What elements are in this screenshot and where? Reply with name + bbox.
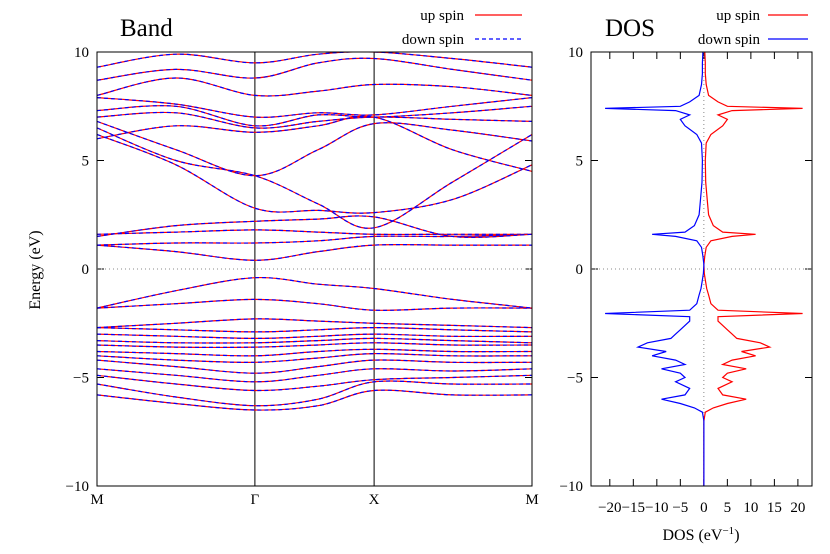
band-down-spin-line bbox=[97, 127, 532, 229]
band-up-spin-line bbox=[97, 57, 532, 81]
band-lines bbox=[97, 52, 532, 411]
band-up-spin-line bbox=[97, 348, 532, 357]
band-down-spin-line bbox=[97, 120, 532, 177]
dos-xlabel-sup: −1 bbox=[722, 525, 734, 537]
dos-x-tick-label: −15 bbox=[622, 500, 645, 516]
band-down-spin-line bbox=[97, 276, 532, 309]
band-x-tick-label: M bbox=[90, 492, 103, 508]
dos-y-tick-label: −5 bbox=[567, 371, 583, 387]
band-down-spin-line bbox=[97, 105, 532, 127]
band-x-tick-label: M bbox=[525, 492, 538, 508]
band-down-spin-line bbox=[97, 298, 532, 311]
dos-legend-up-label: up spin bbox=[716, 8, 760, 24]
band-y-tick-label: 0 bbox=[82, 262, 90, 278]
band-down-spin-line bbox=[97, 374, 532, 392]
band-down-spin-line bbox=[97, 115, 532, 172]
dos-x-tick-label: −20 bbox=[598, 500, 621, 516]
band-up-spin-line bbox=[97, 120, 532, 177]
band-down-spin-line bbox=[97, 111, 532, 129]
band-up-spin-line bbox=[97, 105, 532, 127]
dos-x-tick-label: 15 bbox=[767, 500, 782, 516]
band-down-spin-line bbox=[97, 342, 532, 348]
dos-legend-down-label: down spin bbox=[698, 32, 761, 48]
band-down-spin-line bbox=[97, 133, 532, 214]
dos-up-spin-line bbox=[703, 51, 803, 486]
band-down-spin-line bbox=[97, 215, 532, 238]
band-down-spin-line bbox=[97, 229, 532, 236]
band-down-spin-line bbox=[97, 233, 532, 246]
band-up-spin-line bbox=[97, 318, 532, 329]
band-down-spin-line bbox=[97, 333, 532, 340]
dos-y-tick-label: 5 bbox=[576, 154, 584, 170]
dos-y-tick-label: 10 bbox=[568, 45, 583, 61]
band-panel: Band up spin down spin Energy (eV) −10 −5… bbox=[27, 8, 539, 508]
band-legend-up-label: up spin bbox=[420, 8, 464, 24]
band-y-tick-label: −10 bbox=[66, 479, 89, 495]
band-legend-down-label: down spin bbox=[402, 32, 465, 48]
dos-x-tick-label: 5 bbox=[724, 500, 732, 516]
dos-xlabel-text: DOS (eV bbox=[662, 527, 722, 544]
dos-down-spin-line bbox=[605, 51, 705, 486]
dos-xlabel-close: ) bbox=[734, 527, 739, 544]
band-up-spin-line bbox=[97, 97, 532, 118]
band-down-spin-line bbox=[97, 368, 532, 383]
dos-legend: up spin down spin bbox=[698, 8, 808, 48]
band-up-spin-line bbox=[97, 115, 532, 172]
dos-y-tick-label: −10 bbox=[560, 479, 583, 495]
dos-frame bbox=[590, 51, 813, 487]
band-down-spin-line bbox=[97, 359, 532, 374]
band-down-spin-line bbox=[97, 337, 532, 344]
band-y-tick-label: −5 bbox=[73, 371, 89, 387]
band-frame bbox=[96, 51, 533, 487]
dos-x-tick-label: 0 bbox=[700, 500, 708, 516]
band-down-spin-line bbox=[97, 380, 532, 407]
dos-y-ticks: −10 −5 0 5 10 bbox=[560, 45, 812, 495]
band-down-spin-line bbox=[97, 244, 532, 261]
band-x-tick-label: Γ bbox=[251, 492, 260, 508]
band-down-spin-line bbox=[97, 348, 532, 357]
dos-title: DOS bbox=[605, 15, 655, 42]
band-ylabel: Energy (eV) bbox=[27, 230, 44, 309]
band-down-spin-line bbox=[97, 326, 532, 333]
dos-x-tick-label: 20 bbox=[790, 500, 805, 516]
band-down-spin-line bbox=[97, 52, 532, 68]
band-y-tick-label: 5 bbox=[82, 154, 90, 170]
dos-xlabel: DOS (eV−1) bbox=[662, 525, 739, 544]
band-down-spin-line bbox=[97, 97, 532, 118]
band-title: Band bbox=[120, 15, 173, 42]
band-up-spin-line bbox=[97, 77, 532, 97]
band-down-spin-line bbox=[97, 352, 532, 363]
band-y-tick-label: 10 bbox=[74, 45, 89, 61]
band-x-tick-label: X bbox=[369, 492, 380, 508]
band-down-spin-line bbox=[97, 389, 532, 411]
dos-y-tick-label: 0 bbox=[576, 262, 584, 278]
band-down-spin-line bbox=[97, 57, 532, 81]
band-up-spin-line bbox=[97, 127, 532, 229]
band-down-spin-line bbox=[97, 77, 532, 97]
dos-x-tick-label: −10 bbox=[645, 500, 668, 516]
dos-x-tick-label: −5 bbox=[672, 500, 688, 516]
dos-lines bbox=[605, 51, 803, 486]
band-legend: up spin down spin bbox=[402, 8, 522, 48]
dos-x-tick-label: 10 bbox=[743, 500, 758, 516]
band-down-spin-line bbox=[97, 318, 532, 329]
